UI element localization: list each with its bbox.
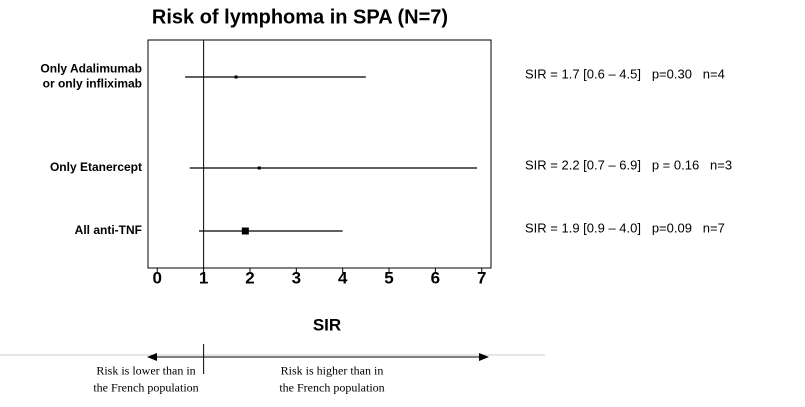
x-tick-label: 2 [245,268,254,287]
annotation: SIR = 1.7 [0.6 – 4.5] p=0.30 n=4 [525,66,725,81]
x-tick-label: 7 [477,268,486,287]
x-tick-label: 3 [292,268,301,287]
x-tick-label: 5 [384,268,393,287]
right-note: Risk is higher than in the French populat… [279,363,384,394]
annotation: SIR = 2.2 [0.7 – 6.9] p = 0.16 n=3 [525,157,732,172]
x-tick-label: 6 [431,268,440,287]
annotation: SIR = 1.9 [0.9 – 4.0] p=0.09 n=7 [525,220,725,235]
left-note: Risk is lower than in the French populati… [93,363,198,394]
category-label: Only Etanercept [50,160,142,174]
chart-title: Risk of lymphoma in SPA (N=7) [152,6,448,28]
point-estimate [234,75,238,79]
category-label: Only Adalimumab or only infliximab [40,62,142,91]
x-tick-label: 4 [338,268,348,287]
x-axis-label: SIR [313,315,341,334]
x-tick-label: 1 [199,268,208,287]
category-label: All anti-TNF [75,223,142,237]
point-estimate [241,227,249,235]
plot-frame [147,39,492,269]
point-estimate [257,166,261,170]
x-tick-label: 0 [153,268,162,287]
